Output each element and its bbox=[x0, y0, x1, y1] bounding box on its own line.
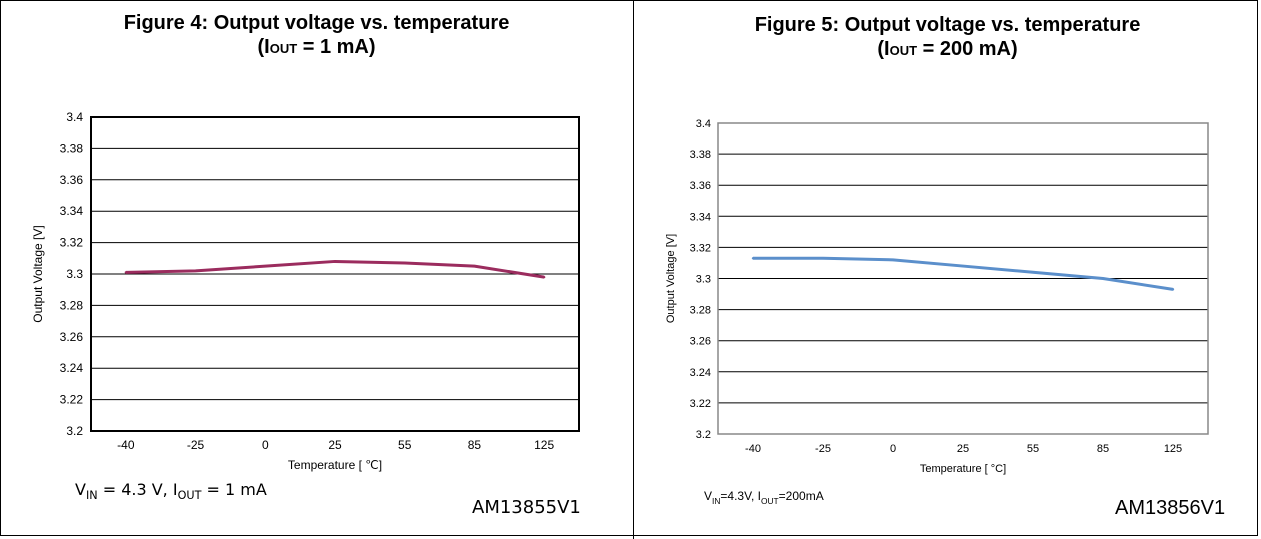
data-point bbox=[403, 261, 406, 265]
y-tick-label: 3.34 bbox=[690, 211, 711, 223]
x-axis-label: Temperature [ ℃] bbox=[288, 458, 382, 472]
y-tick-label: 3.38 bbox=[60, 141, 84, 155]
y-tick-label: 3.2 bbox=[696, 429, 711, 441]
x-tick-label: -40 bbox=[117, 438, 135, 452]
y-tick-label: 3.24 bbox=[690, 367, 711, 379]
data-point bbox=[891, 258, 895, 262]
figure-5-title: Figure 5: Output voltage vs. temperature… bbox=[634, 13, 1261, 63]
y-tick-label: 3.4 bbox=[696, 118, 711, 130]
data-point bbox=[473, 264, 476, 268]
figure-4-chart: 3.4 3.38 3.36 3.34 3.32 3.3 3.28 3.26 3.24 3.22 3.… bbox=[31, 110, 580, 472]
x-tick-label: -25 bbox=[815, 443, 831, 455]
figure-5-title-line2: (IOUT = 200 mA) bbox=[877, 38, 1018, 60]
figure-4-title: Figure 4: Output voltage vs. temperature… bbox=[0, 11, 633, 61]
y-tick-label: 3.34 bbox=[60, 204, 84, 218]
data-point bbox=[264, 264, 267, 268]
y-tick-label: 3.26 bbox=[690, 336, 711, 348]
figure-4-test-condition: VIN = 4.3 V, IOUT = 1 mA bbox=[75, 480, 267, 502]
x-axis-label: Temperature [ °C] bbox=[920, 463, 1006, 475]
x-tick-label: 55 bbox=[1027, 443, 1039, 455]
y-tick-label: 3.28 bbox=[690, 305, 711, 317]
figure-4-title-line2: (IOUT = 1 mA) bbox=[257, 36, 376, 58]
y-tick-label: 3.24 bbox=[60, 361, 84, 375]
figure-5-panel: Figure 5: Output voltage vs. temperature… bbox=[634, 0, 1261, 539]
x-tick-label: 0 bbox=[890, 443, 896, 455]
data-point bbox=[124, 271, 128, 274]
y-axis-label: Output Voltage [V] bbox=[665, 234, 677, 323]
data-point bbox=[1171, 288, 1175, 291]
figure-5-chart: 3.4 3.38 3.36 3.34 3.32 3.3 3.28 3.26 3.24 3.22 3.… bbox=[665, 118, 1209, 475]
data-point bbox=[1101, 277, 1105, 280]
x-tick-label: -40 bbox=[745, 443, 761, 455]
y-tick-label: 3.36 bbox=[60, 173, 84, 187]
y-tick-label: 3.32 bbox=[60, 236, 84, 250]
figure-4-panel: Figure 4: Output voltage vs. temperature… bbox=[0, 11, 633, 518]
figure-4-title-line1: Figure 4: Output voltage vs. temperature bbox=[123, 12, 510, 34]
x-tick-label: 0 bbox=[262, 438, 269, 452]
data-point bbox=[821, 257, 825, 260]
data-point bbox=[751, 257, 755, 260]
x-tick-label: 85 bbox=[1097, 443, 1109, 455]
figure-4-code: AM13855V1 bbox=[472, 497, 581, 518]
y-tick-label: 3.3 bbox=[66, 267, 83, 281]
data-point bbox=[961, 264, 965, 268]
y-tick-label: 3.22 bbox=[690, 398, 711, 410]
x-tick-label: 25 bbox=[328, 438, 342, 452]
data-point bbox=[194, 269, 197, 273]
y-tick-label: 3.3 bbox=[696, 274, 711, 286]
data-point bbox=[542, 275, 546, 279]
data-point bbox=[1031, 271, 1035, 274]
plot-frame bbox=[717, 122, 1209, 435]
y-tick-label: 3.4 bbox=[66, 110, 83, 124]
figure-5-test-condition: VIN=4.3V, IOUT=200mA bbox=[704, 489, 824, 506]
y-tick-label: 3.38 bbox=[690, 149, 711, 161]
y-tick-label: 3.2 bbox=[66, 424, 83, 438]
data-point bbox=[333, 260, 337, 263]
y-tick-label: 3.32 bbox=[690, 242, 711, 254]
figure-5-code: AM13856V1 bbox=[1115, 497, 1226, 519]
x-tick-label: 125 bbox=[1164, 443, 1182, 455]
x-tick-label: 25 bbox=[957, 443, 969, 455]
plot-frame bbox=[90, 116, 580, 432]
y-tick-label: 3.28 bbox=[60, 298, 84, 312]
x-tick-label: 85 bbox=[468, 438, 482, 452]
panel-divider bbox=[633, 0, 634, 539]
y-tick-label: 3.22 bbox=[60, 393, 84, 407]
x-tick-label: 55 bbox=[398, 438, 412, 452]
y-axis-label: Output Voltage [V] bbox=[31, 225, 45, 322]
x-tick-label: 125 bbox=[534, 438, 554, 452]
figure-5-title-line1: Figure 5: Output voltage vs. temperature bbox=[754, 14, 1141, 36]
y-tick-label: 3.36 bbox=[690, 180, 711, 192]
y-tick-label: 3.26 bbox=[60, 330, 84, 344]
x-tick-label: -25 bbox=[187, 438, 205, 452]
